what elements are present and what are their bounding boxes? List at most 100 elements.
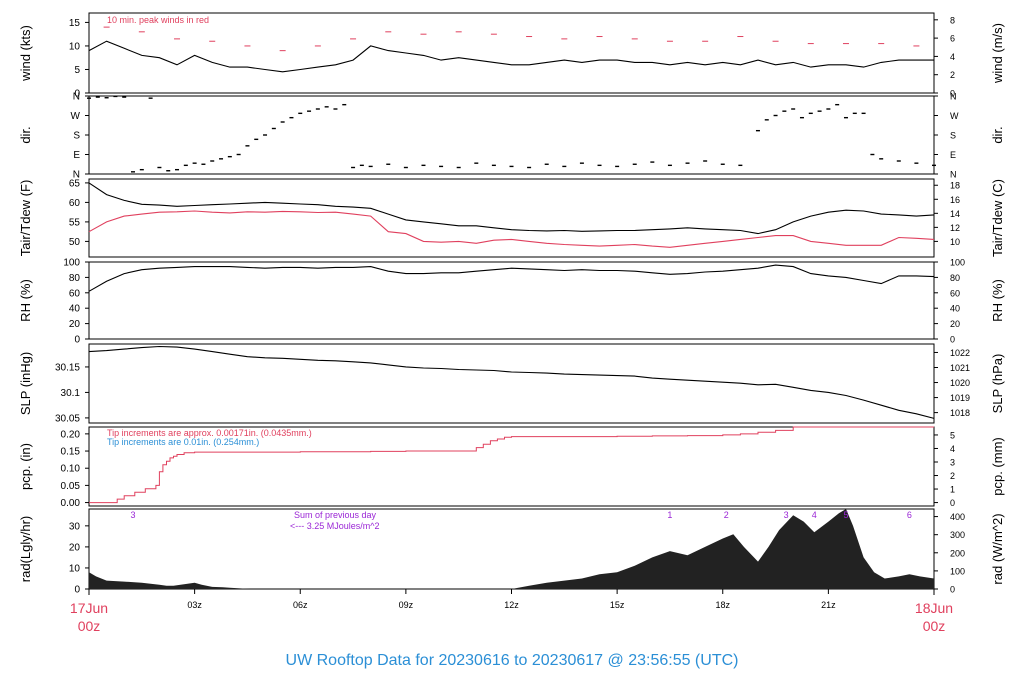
slp-ytick-label: 30.15	[55, 362, 80, 373]
pcp-ytick-label: 0.15	[61, 447, 81, 458]
pcp-ytick-label: 0.20	[61, 429, 81, 440]
rad-rtick-label: 0	[950, 585, 955, 595]
temp-ylabel: Tair/Tdew (F)	[18, 180, 33, 257]
rad-ytick-label: 10	[69, 563, 81, 574]
rh-ytick-label: 40	[69, 304, 81, 315]
rad-ytick-label: 0	[74, 585, 80, 596]
rh-rtick-label: 40	[950, 304, 960, 314]
temp-rtick-label: 12	[950, 223, 960, 233]
rh-ytick-label: 60	[69, 288, 81, 299]
wind-frame	[88, 12, 935, 94]
time-tick-label: 09z	[399, 600, 414, 610]
temp-rtick-label: 18	[950, 181, 960, 191]
temp-rtick-label: 10	[950, 237, 960, 247]
time-tick-label: 21z	[821, 600, 836, 610]
rad-ytick-label: 30	[69, 521, 81, 532]
dir-ytick-label: E	[73, 150, 80, 161]
slp-ytick-label: 30.1	[61, 388, 81, 399]
dir-rtick-label: N	[950, 92, 957, 102]
dir-ytick-label: N	[73, 170, 80, 181]
rh-ytick-label: 20	[69, 319, 81, 330]
dir-frame	[88, 95, 935, 175]
rad-rtick-label: 200	[950, 548, 965, 558]
pcp-ytick-label: 0.05	[61, 481, 81, 492]
dir-ytick-label: S	[73, 131, 80, 142]
slp-rtick-label: 1018	[950, 408, 970, 418]
chart-title: UW Rooftop Data for 20230616 to 20230617…	[286, 652, 739, 669]
pcp-annotation-2: Tip increments are 0.01in. (0.254mm.)	[107, 437, 259, 447]
rad-annotation-2: <--- 3.25 MJoules/m^2	[290, 521, 380, 531]
pcp-rtick-label: 3	[950, 457, 955, 467]
time-tick-label: 03z	[187, 600, 202, 610]
pcp-ytick-label: 0.00	[61, 498, 81, 509]
temp-ytick-label: 65	[69, 178, 81, 189]
rad-marker: 5	[843, 510, 848, 520]
end-date-label: 18Jun	[915, 600, 953, 616]
slp-rtick-label: 1022	[950, 348, 970, 358]
dir-ytick-label: N	[73, 92, 80, 103]
rad-rtick-label: 300	[950, 530, 965, 540]
rad-ylabel-right: rad (W/m^2)	[990, 513, 1005, 584]
temp-ytick-label: 50	[69, 237, 81, 248]
temp-rtick-label: 14	[950, 209, 960, 219]
wind-ytick-label: 15	[69, 18, 81, 29]
slp-rtick-label: 1020	[950, 378, 970, 388]
dir-rtick-label: W	[950, 111, 959, 121]
wind-ylabel-right: wind (m/s)	[990, 23, 1005, 84]
rh-ytick-label: 0	[74, 335, 80, 346]
wind-ytick-label: 10	[69, 41, 81, 52]
pcp-line	[88, 426, 934, 504]
time-tick-label: 18z	[715, 600, 730, 610]
rad-ylabel: rad(Lgly/hr)	[18, 516, 33, 582]
pcp-rtick-label: 0	[950, 498, 955, 508]
pcp-ylabel-right: pcp. (mm)	[990, 437, 1005, 496]
slp-ylabel-right: SLP (hPa)	[990, 354, 1005, 414]
temp-ylabel-right: Tair/Tdew (C)	[990, 179, 1005, 257]
dir-ylabel: dir.	[18, 126, 33, 143]
slp-line	[88, 345, 935, 419]
temp-line	[88, 210, 935, 248]
temp-rtick-label: 16	[950, 195, 960, 205]
dir-rtick-label: N	[950, 170, 957, 180]
temp-line	[88, 182, 935, 235]
wind-rtick-label: 2	[950, 70, 955, 80]
pcp-annotation-1: Tip increments are approx. 0.00171in. (0…	[107, 428, 312, 438]
dir-ytick-label: W	[71, 111, 81, 122]
rh-line	[88, 264, 935, 292]
wind-ylabel: wind (kts)	[18, 25, 33, 82]
time-tick-label: 15z	[610, 600, 625, 610]
rad-marker: 3	[784, 510, 789, 520]
pcp-rtick-label: 5	[950, 430, 955, 440]
wind-line	[88, 40, 934, 73]
time-tick-label: 06z	[293, 600, 308, 610]
rh-rtick-label: 0	[950, 335, 955, 345]
rad-marker: 6	[907, 510, 912, 520]
rad-marker: 2	[724, 510, 729, 520]
rad-ytick-label: 20	[69, 542, 81, 553]
pcp-rtick-label: 2	[950, 471, 955, 481]
rh-ylabel: RH (%)	[18, 279, 33, 322]
pcp-rtick-label: 1	[950, 485, 955, 495]
rad-marker: 4	[812, 510, 817, 520]
slp-ytick-label: 30.05	[55, 413, 80, 424]
wind-ytick-label: 0	[74, 89, 80, 100]
wind-annotation: 10 min. peak winds in red	[107, 15, 209, 25]
rh-ylabel-right: RH (%)	[990, 279, 1005, 322]
slp-ylabel: SLP (inHg)	[18, 352, 33, 415]
temp-frame	[88, 178, 935, 258]
rad-rtick-label: 100	[950, 566, 965, 576]
rh-ytick-label: 80	[69, 273, 81, 284]
rh-rtick-label: 60	[950, 288, 960, 298]
dir-rtick-label: E	[950, 150, 956, 160]
rh-rtick-label: 20	[950, 319, 960, 329]
time-tick-label: 12z	[504, 600, 519, 610]
slp-rtick-label: 1021	[950, 363, 970, 373]
wind-rtick-label: 8	[950, 15, 955, 25]
pcp-ylabel: pcp. (in)	[18, 443, 33, 490]
wind-rtick-label: 0	[950, 89, 955, 99]
rh-ytick-label: 100	[63, 258, 80, 269]
start-date-label: 17Jun	[70, 600, 108, 616]
dir-ylabel-right: dir.	[990, 126, 1005, 143]
rad-marker: 3	[131, 510, 136, 520]
